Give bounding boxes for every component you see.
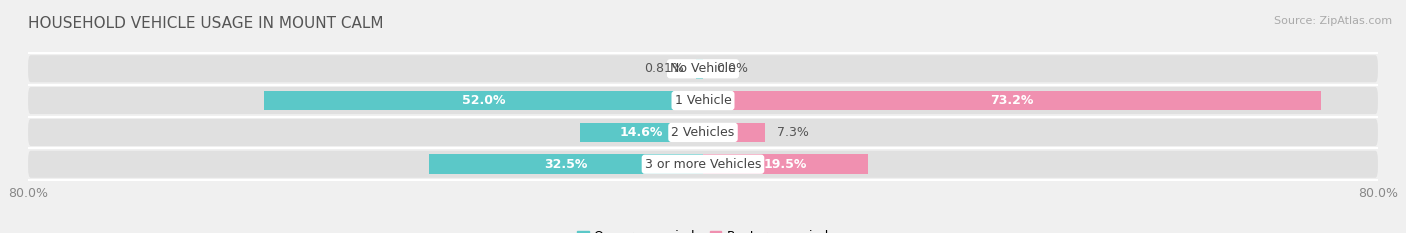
FancyBboxPatch shape bbox=[28, 119, 1378, 146]
Text: 73.2%: 73.2% bbox=[990, 94, 1033, 107]
Text: Source: ZipAtlas.com: Source: ZipAtlas.com bbox=[1274, 16, 1392, 26]
Legend: Owner-occupied, Renter-occupied: Owner-occupied, Renter-occupied bbox=[578, 230, 828, 233]
Text: 7.3%: 7.3% bbox=[778, 126, 808, 139]
Bar bbox=[429, 154, 703, 174]
Text: 0.0%: 0.0% bbox=[716, 62, 748, 75]
FancyBboxPatch shape bbox=[28, 87, 1378, 114]
Text: No Vehicle: No Vehicle bbox=[671, 62, 735, 75]
Text: 32.5%: 32.5% bbox=[544, 158, 588, 171]
Bar bbox=[703, 123, 765, 142]
FancyBboxPatch shape bbox=[28, 55, 1378, 82]
Bar bbox=[703, 91, 1320, 110]
Bar bbox=[696, 59, 703, 79]
Bar bbox=[264, 91, 703, 110]
Text: 0.81%: 0.81% bbox=[644, 62, 683, 75]
FancyBboxPatch shape bbox=[28, 151, 1378, 178]
Text: 1 Vehicle: 1 Vehicle bbox=[675, 94, 731, 107]
Text: 52.0%: 52.0% bbox=[463, 94, 505, 107]
Bar bbox=[703, 154, 868, 174]
Text: HOUSEHOLD VEHICLE USAGE IN MOUNT CALM: HOUSEHOLD VEHICLE USAGE IN MOUNT CALM bbox=[28, 16, 384, 31]
Text: 19.5%: 19.5% bbox=[763, 158, 807, 171]
Text: 3 or more Vehicles: 3 or more Vehicles bbox=[645, 158, 761, 171]
Bar bbox=[579, 123, 703, 142]
Text: 2 Vehicles: 2 Vehicles bbox=[672, 126, 734, 139]
Text: 14.6%: 14.6% bbox=[620, 126, 664, 139]
